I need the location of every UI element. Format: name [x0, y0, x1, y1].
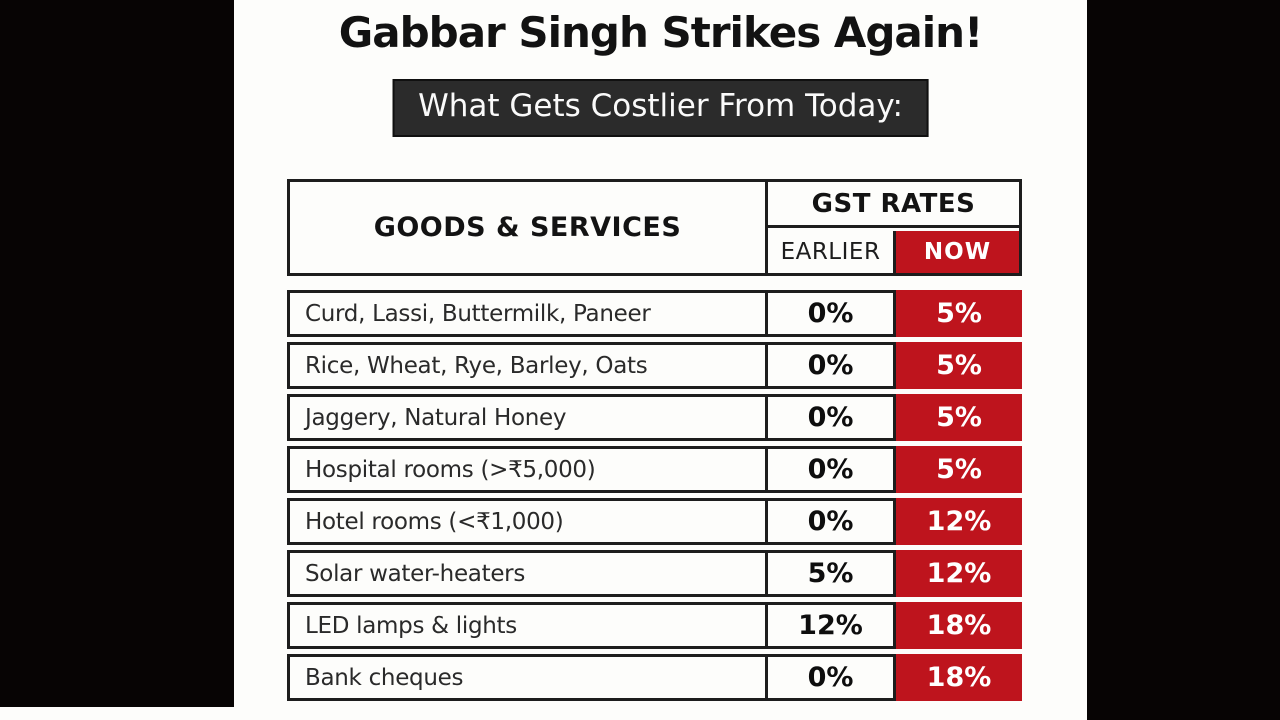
goods-cell: LED lamps & lights	[290, 605, 768, 646]
goods-cell: Jaggery, Natural Honey	[290, 397, 768, 438]
earlier-rate-cell: 5%	[807, 558, 854, 589]
now-rate-cell: 18%	[893, 654, 1022, 701]
goods-services-header: GOODS & SERVICES	[290, 182, 768, 273]
table-row: Curd, Lassi, Buttermilk, Paneer 0% 5%	[287, 290, 1022, 337]
goods-cell: Hotel rooms (<₹1,000)	[290, 501, 768, 542]
bottom-left-strip	[0, 707, 234, 720]
now-rate-cell: 5%	[893, 342, 1022, 389]
table-row: Jaggery, Natural Honey 0% 5%	[287, 394, 1022, 441]
earlier-rate-cell: 0%	[807, 350, 854, 381]
now-rate-cell: 5%	[893, 446, 1022, 493]
earlier-rate-cell: 0%	[807, 402, 854, 433]
table-row: Rice, Wheat, Rye, Barley, Oats 0% 5%	[287, 342, 1022, 389]
goods-cell: Solar water-heaters	[290, 553, 768, 594]
earlier-rate-cell: 0%	[807, 298, 854, 329]
earlier-rate-cell: 0%	[807, 506, 854, 537]
goods-cell: Bank cheques	[290, 657, 768, 698]
now-rate-cell: 5%	[893, 394, 1022, 441]
table-row: LED lamps & lights 12% 18%	[287, 602, 1022, 649]
table-row: Hospital rooms (>₹5,000) 0% 5%	[287, 446, 1022, 493]
earlier-rate-cell: 0%	[807, 662, 854, 693]
subtitle-banner: What Gets Costlier From Today:	[392, 79, 929, 137]
goods-cell: Rice, Wheat, Rye, Barley, Oats	[290, 345, 768, 386]
page-title: Gabbar Singh Strikes Again!	[338, 8, 983, 57]
now-rate-cell: 5%	[893, 290, 1022, 337]
content-stage: Gabbar Singh Strikes Again! What Gets Co…	[234, 0, 1087, 720]
goods-cell: Curd, Lassi, Buttermilk, Paneer	[290, 293, 768, 334]
gst-rates-table: GOODS & SERVICES GST RATES EARLIER NOW C…	[287, 179, 1022, 706]
earlier-rate-cell: 12%	[798, 610, 863, 641]
table-row: Solar water-heaters 5% 12%	[287, 550, 1022, 597]
table-header: GOODS & SERVICES GST RATES EARLIER NOW	[287, 179, 1022, 276]
now-column-header: NOW	[893, 231, 1019, 273]
earlier-rate-cell: 0%	[807, 454, 854, 485]
table-row: Bank cheques 0% 18%	[287, 654, 1022, 701]
table-row: Hotel rooms (<₹1,000) 0% 12%	[287, 498, 1022, 545]
now-rate-cell: 12%	[893, 550, 1022, 597]
now-rate-cell: 18%	[893, 602, 1022, 649]
now-rate-cell: 12%	[893, 498, 1022, 545]
goods-cell: Hospital rooms (>₹5,000)	[290, 449, 768, 490]
gst-rates-group-header: GST RATES	[768, 182, 1019, 228]
earlier-column-header: EARLIER	[780, 239, 881, 265]
